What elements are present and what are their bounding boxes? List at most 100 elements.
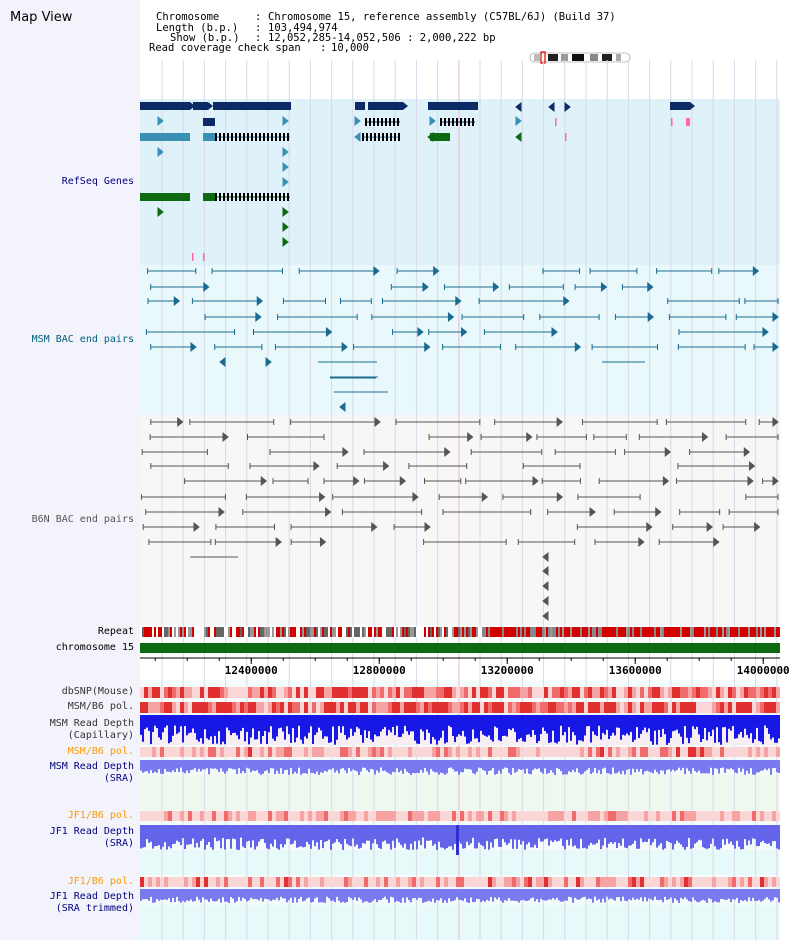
depth-bar — [262, 760, 264, 774]
depth-bar — [228, 715, 230, 731]
heat-cell — [172, 687, 176, 698]
repeat-segment — [590, 627, 592, 637]
gene-exon — [267, 193, 269, 201]
track-label-repeat[interactable]: Repeat — [97, 626, 134, 637]
depth-bar — [548, 715, 550, 743]
depth-bar — [500, 889, 502, 901]
msm-b6-pol-track-2[interactable] — [140, 747, 780, 757]
repeat-segment — [314, 627, 316, 637]
depth-bar — [634, 889, 636, 900]
depth-bar — [168, 825, 170, 847]
jf1-b6-pol-track[interactable] — [140, 811, 780, 821]
repeat-segment — [606, 627, 608, 637]
heat-cell — [424, 747, 428, 757]
depth-bar — [212, 889, 214, 901]
depth-bar — [620, 760, 622, 775]
track-label-jf1-b6-pol[interactable]: JF1/B6 pol. — [67, 810, 134, 821]
depth-bar — [428, 760, 430, 775]
heat-cell — [728, 687, 732, 698]
depth-bar — [474, 760, 476, 775]
msm-read-depth-sra-track[interactable] — [140, 760, 780, 775]
depth-bar — [336, 825, 338, 840]
jf1-b6-pol-track-2[interactable] — [140, 877, 780, 887]
repeat-segment — [210, 627, 212, 637]
refseq-genes-track[interactable] — [140, 101, 695, 261]
repeat-segment — [232, 627, 234, 637]
chromosome-bar[interactable] — [140, 643, 780, 653]
track-label-msm-b6-pol[interactable]: MSM/B6 pol. — [67, 701, 134, 712]
depth-bar — [342, 889, 344, 902]
depth-bar — [152, 760, 154, 773]
variant-marker — [192, 253, 194, 261]
repeat-segment — [728, 627, 730, 637]
heat-cell — [404, 811, 408, 821]
depth-bar — [572, 889, 574, 903]
msm-b6-pol-track[interactable] — [140, 702, 780, 713]
depth-bar — [562, 760, 564, 775]
jf1-read-depth-trimmed-track[interactable] — [140, 889, 780, 903]
depth-bar — [598, 825, 600, 840]
msm-read-depth-capillary-track[interactable] — [140, 715, 780, 745]
repeat-segment — [386, 627, 388, 637]
feature-marker — [371, 521, 378, 533]
depth-bar — [300, 715, 302, 740]
depth-bar — [270, 760, 272, 769]
heat-cell — [360, 702, 364, 713]
repeat-segment — [726, 627, 728, 637]
heat-cell — [696, 687, 700, 698]
heat-cell — [740, 702, 744, 713]
repeat-segment — [708, 627, 710, 637]
depth-bar — [616, 715, 618, 728]
heat-cell — [572, 702, 576, 713]
depth-bar — [402, 760, 404, 774]
track-label-jf1-depth-trim[interactable]: JF1 Read Depth — [49, 891, 134, 902]
depth-bar — [270, 889, 272, 902]
track-label-jf1-depth-sra[interactable]: JF1 Read Depth — [49, 826, 134, 837]
repeat-segment — [564, 627, 566, 637]
repeat-segment — [508, 627, 510, 637]
depth-bar — [708, 715, 710, 733]
gene-exon — [378, 133, 380, 141]
gene-strand-arrow — [208, 102, 213, 110]
depth-bar — [158, 760, 160, 770]
track-label-msm-depth-sra[interactable]: MSM Read Depth — [49, 761, 134, 772]
depth-bar — [424, 760, 426, 768]
depth-bar — [424, 825, 426, 849]
jf1-read-depth-sra-track[interactable] — [140, 825, 780, 855]
repeat-track[interactable] — [140, 627, 780, 637]
depth-bar — [192, 715, 194, 729]
depth-bar — [660, 760, 662, 771]
heat-cell — [344, 687, 348, 698]
track-label-msm-bac[interactable]: MSM BAC end pairs — [31, 334, 134, 345]
heat-cell — [388, 702, 392, 713]
track-label-msm-depth-cap[interactable]: MSM Read Depth — [49, 718, 134, 729]
depth-bar — [394, 760, 396, 773]
heat-cell — [432, 811, 436, 821]
heat-cell — [604, 747, 608, 757]
repeat-segment — [306, 627, 308, 637]
dbsnp-track[interactable] — [140, 687, 780, 698]
heat-cell — [632, 702, 636, 713]
track-label-jf1-b6-pol-2[interactable]: JF1/B6 pol. — [67, 876, 134, 887]
track-label-refseq[interactable]: RefSeq Genes — [61, 176, 134, 187]
heat-cell — [500, 702, 504, 713]
msm-bac-track[interactable] — [145, 265, 779, 413]
repeat-segment — [680, 627, 682, 637]
depth-bar — [670, 715, 672, 739]
repeat-segment — [700, 627, 702, 637]
track-label-dbsnp[interactable]: dbSNP(Mouse) — [61, 686, 134, 697]
heat-cell — [580, 747, 584, 757]
chromosome-ideogram[interactable] — [529, 51, 631, 64]
heat-cell — [652, 877, 656, 887]
depth-bar — [310, 760, 312, 773]
feature-marker — [754, 521, 761, 533]
b6n-bac-track[interactable] — [140, 416, 779, 622]
heat-cell — [644, 687, 648, 698]
heat-cell — [704, 702, 708, 713]
track-label-msm-b6-pol-2[interactable]: MSM/B6 pol. — [67, 746, 134, 757]
depth-bar — [330, 715, 332, 743]
track-label-b6n-bac[interactable]: B6N BAC end pairs — [31, 514, 134, 525]
heat-cell — [604, 702, 608, 713]
heat-cell — [536, 877, 540, 887]
